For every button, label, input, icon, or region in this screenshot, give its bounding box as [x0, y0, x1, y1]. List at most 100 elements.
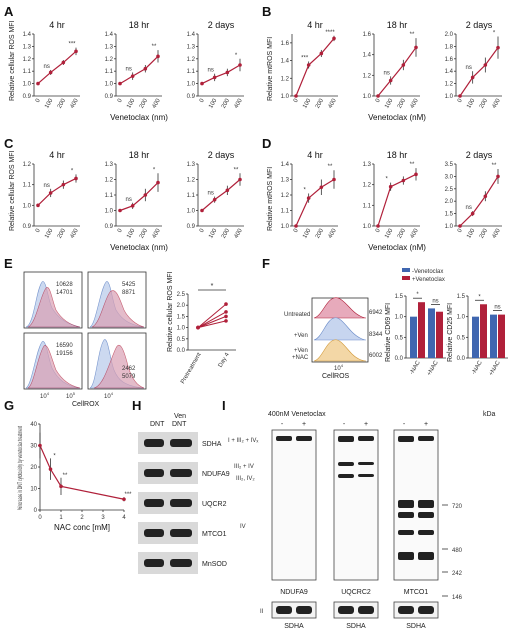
data-point: [294, 94, 298, 98]
data-point: [238, 63, 242, 67]
data-point: [414, 172, 418, 177]
significance-label: ns: [207, 191, 213, 197]
y-tick-label: 1.3: [105, 162, 114, 168]
data-point: [496, 174, 500, 179]
lane-label: -: [403, 421, 406, 428]
data-point: [156, 54, 160, 59]
data-point: [496, 45, 500, 50]
y-tick-label: 0.9: [187, 94, 196, 100]
x-tick-label: 200: [57, 97, 68, 109]
complex-band: [358, 462, 374, 465]
y-tick-label: 1.5: [395, 294, 404, 300]
data-point: [401, 63, 406, 67]
data-point: [156, 180, 160, 185]
histogram-xlabel: CellROX: [72, 401, 100, 408]
bar-plus-venetoclax: [418, 302, 425, 358]
x-tick-label: 400: [70, 227, 81, 239]
blot-band: [144, 469, 164, 477]
significance-label: ns: [432, 298, 438, 304]
blot-h-header-2a: Ven: [174, 413, 186, 420]
x-tick-label: 2: [80, 515, 84, 521]
y-tick-label: 1.1: [23, 183, 32, 189]
complex-band: [418, 500, 434, 508]
lane-label: +: [302, 421, 306, 428]
y-tick-label: 0: [34, 508, 38, 514]
significance-label: ***: [68, 42, 76, 48]
histogram-3-mfi-top: 16590: [56, 343, 73, 349]
series-line: [295, 38, 335, 97]
histogram-f-xlabel: CellROS: [322, 373, 350, 380]
kda-label: kDa: [483, 411, 496, 418]
data-point: [224, 310, 228, 314]
x-tick-label: 0: [457, 97, 464, 103]
data-point: [196, 325, 200, 330]
y-tick-label: 3.5: [445, 162, 454, 168]
panel-a-line-charts: Relative cellular ROS MFI 4 hr 0.9 1.0 1.1 1.…: [9, 20, 244, 122]
data-point: [74, 49, 78, 54]
y-tick-label: 1.1: [187, 193, 196, 199]
panel-e-dot-plot: 0.0 0.5 1.0 1.5 2.0 2.5 Pretreatment Day 4 Relat…: [167, 271, 236, 385]
blot-label: MTCO1: [202, 531, 227, 538]
data-point: [61, 60, 66, 65]
histogram-2-mfi-bottom: 8871: [122, 290, 136, 296]
x-tick-label: 3: [101, 515, 105, 521]
data-point: [376, 224, 380, 228]
legend-swatch-plus: [402, 276, 410, 280]
series-line: [119, 182, 159, 212]
y-tick-label: 0.5: [177, 337, 186, 343]
histogram-3: 16590 19156: [23, 332, 83, 390]
y-tick-label: 1.4: [187, 32, 196, 38]
histogram-1: 10628 14701: [23, 271, 83, 329]
y-tick-label: 1.1: [23, 69, 32, 75]
significance-label: *: [235, 53, 238, 59]
ylabel: %increase in DNT cytotoxicity by venetoc…: [18, 426, 24, 510]
panel-c-line-charts: Relative cellular ROS MFI 4 hr 0.9 1.0 1.1 1.…: [9, 150, 244, 252]
histogram-4: 2462 5079: [87, 332, 147, 390]
data-point: [388, 78, 393, 83]
y-tick-label: 30: [30, 444, 37, 450]
y-tick-label: 1.2: [23, 57, 32, 63]
significance-label: ns: [43, 183, 49, 189]
x-tick-label: 0: [293, 97, 300, 103]
data-point: [332, 177, 336, 182]
subplot-title: 2 days: [466, 150, 493, 160]
panel-letter-d: D: [262, 136, 271, 151]
data-point: [483, 194, 488, 199]
y-tick-label: 1.3: [281, 178, 290, 184]
data-point: [224, 314, 228, 319]
significance-label: **: [63, 473, 68, 479]
blot-band: [170, 559, 192, 567]
xlabel: Venetoclax (nM): [368, 243, 426, 252]
x-tick-label: 200: [221, 97, 232, 109]
xlabel: Venetoclax (nM): [368, 113, 426, 122]
loading-label: SDHA: [346, 623, 366, 630]
data-point: [122, 497, 126, 502]
complex-label: IV: [240, 524, 246, 530]
histogram-f-row-ven: +Ven: [294, 333, 308, 339]
blot-strip: [138, 492, 198, 514]
x-tick-label: 400: [328, 227, 339, 239]
significance-label: *: [385, 177, 388, 183]
lane-label: +: [424, 421, 428, 428]
blot-band: [170, 469, 192, 477]
panel-letter-b: B: [262, 4, 271, 19]
y-tick-label: 1.6: [363, 32, 372, 38]
complex-band: [418, 512, 434, 518]
series-line: [377, 47, 417, 97]
x-tick-label: 100: [208, 97, 219, 109]
y-tick-label: 1.1: [363, 203, 372, 209]
x-tick-label: 400: [492, 97, 503, 109]
y-tick-label: 1.4: [281, 59, 290, 65]
y-tick-label: 2.5: [177, 292, 186, 298]
y-tick-label: 1.2: [281, 193, 290, 199]
paired-line: [197, 315, 227, 329]
y-tick-label: 1.5: [457, 294, 466, 300]
panel-f-histograms: Untreated +Ven +Ven +NAC 6942 8344 6002 …: [284, 297, 383, 380]
data-point: [48, 70, 53, 75]
y-tick-label: 0.9: [23, 224, 32, 230]
significance-label: **: [152, 44, 157, 50]
complex-label: I + III₂ + IVₓ: [228, 438, 258, 444]
x-tick-label: 200: [139, 97, 150, 109]
y-tick-label: 1.1: [281, 209, 290, 215]
